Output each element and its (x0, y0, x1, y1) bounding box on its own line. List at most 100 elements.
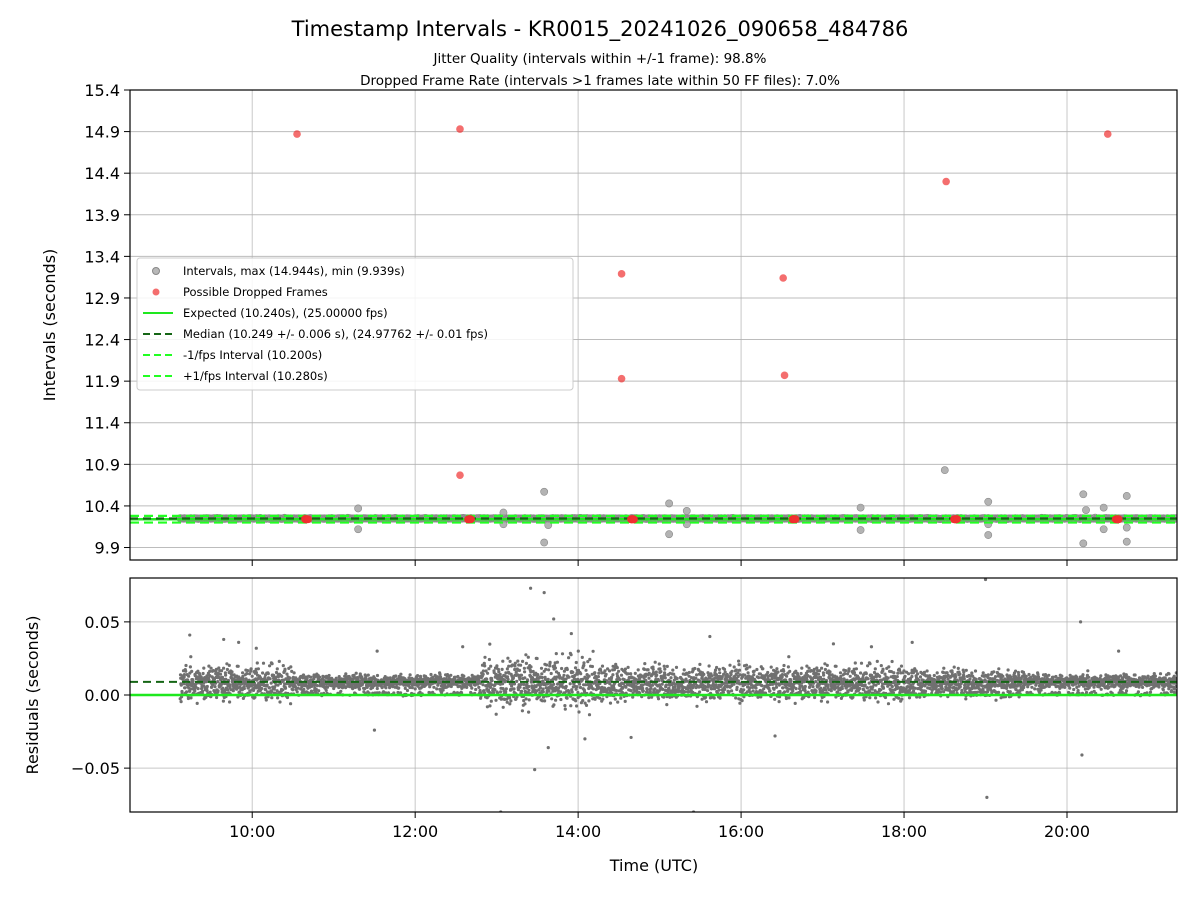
residual-point (737, 663, 740, 666)
residual-point (592, 687, 595, 690)
residual-point (581, 656, 584, 659)
residual-point (623, 678, 626, 681)
residual-point (761, 667, 764, 670)
residual-point (718, 671, 721, 674)
residual-point (568, 676, 571, 679)
dropped-frame-point (779, 274, 787, 282)
residual-point (284, 687, 287, 690)
residual-point (874, 667, 877, 670)
residual-point (624, 668, 627, 671)
residual-point (718, 668, 721, 671)
legend-label-intervals: Intervals, max (14.944s), min (9.939s) (183, 264, 405, 278)
residual-point (641, 687, 644, 690)
residual-point (896, 672, 899, 675)
residual-point (268, 664, 271, 667)
residual-point (518, 686, 521, 689)
residual-point (828, 670, 831, 673)
intervals-y-tick-label: 14.9 (84, 123, 120, 142)
residual-point (250, 667, 253, 670)
legend-marker-dropped (153, 289, 160, 296)
interval-outlier-point (857, 504, 864, 511)
residual-point (507, 678, 510, 681)
residual-point (237, 665, 240, 668)
residual-point (432, 686, 435, 689)
residual-point (525, 662, 528, 665)
residual-point (462, 675, 465, 678)
residual-point (578, 683, 581, 686)
residual-point (611, 673, 614, 676)
residual-point (518, 669, 521, 672)
residual-point (520, 674, 523, 677)
residual-point (571, 671, 574, 674)
residual-point (723, 688, 726, 691)
residual-point (860, 662, 863, 665)
residual-point (874, 696, 877, 699)
legend-label-expected: Expected (10.240s), (25.00000 fps) (183, 306, 388, 320)
residual-point (858, 687, 861, 690)
residual-point (876, 660, 879, 663)
residual-point (775, 686, 778, 689)
residual-point (575, 685, 578, 688)
residual-point (465, 686, 468, 689)
residual-point (575, 661, 578, 664)
residual-point (482, 673, 485, 676)
residual-point (908, 696, 911, 699)
residual-point (771, 677, 774, 680)
intervals-y-axis-label: Intervals (seconds) (40, 249, 59, 402)
residual-point (339, 690, 342, 693)
residual-point (904, 675, 907, 678)
residual-point (180, 700, 183, 703)
intervals-y-tick-label: 12.4 (84, 331, 120, 350)
residual-point (189, 665, 192, 668)
residual-point (787, 687, 790, 690)
legend-label-minus-fps: -1/fps Interval (10.200s) (183, 348, 322, 362)
residual-point (540, 672, 543, 675)
residual-point (219, 673, 222, 676)
residual-point (536, 673, 539, 676)
residual-point (766, 671, 769, 674)
dropped-frame-point (792, 515, 800, 523)
residual-point (844, 669, 847, 672)
residual-point (618, 678, 621, 681)
residual-point (897, 697, 900, 700)
dropped-frame-point (293, 130, 301, 138)
residual-point (594, 698, 597, 701)
residual-point (190, 670, 193, 673)
residual-point (733, 665, 736, 668)
residual-point (541, 676, 544, 679)
residual-point (196, 702, 199, 705)
residual-point (818, 669, 821, 672)
residual-point (782, 686, 785, 689)
residual-point (734, 696, 737, 699)
residual-point (841, 687, 844, 690)
residual-point (593, 671, 596, 674)
residual-point (839, 671, 842, 674)
residual-point (325, 689, 328, 692)
residual-point (713, 696, 716, 699)
residual-point (514, 662, 517, 665)
residual-point (291, 688, 294, 691)
residual-point (276, 696, 279, 699)
residual-point (519, 664, 522, 667)
residual-point (550, 697, 553, 700)
residual-point (569, 704, 572, 707)
residual-point (281, 688, 284, 691)
residual-point (318, 676, 321, 679)
residual-point (509, 699, 512, 702)
residual-point (384, 686, 387, 689)
residual-point (570, 653, 573, 656)
residual-point (246, 669, 249, 672)
residual-point (705, 700, 708, 703)
residual-point (748, 665, 751, 668)
residual-point (542, 687, 545, 690)
residual-point (900, 665, 903, 668)
residual-point (738, 702, 741, 705)
residual-point (708, 684, 711, 687)
residual-point (399, 673, 402, 676)
residual-point (882, 687, 885, 690)
residual-point (516, 660, 519, 663)
residual-point (655, 671, 658, 674)
residual-point (528, 698, 531, 701)
residual-point (659, 670, 662, 673)
residual-point (309, 676, 312, 679)
